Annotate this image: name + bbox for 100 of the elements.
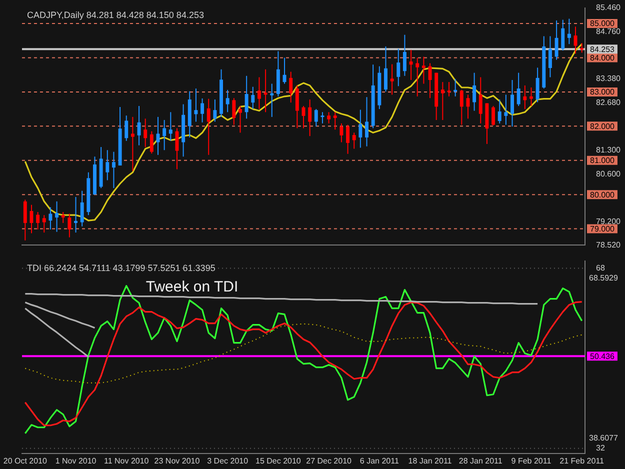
text: 68.5929: [589, 274, 618, 283]
candlestick: [460, 89, 464, 126]
candlestick: [428, 62, 432, 99]
candlestick: [358, 109, 362, 148]
annotation: Tweek on TDI: [146, 278, 238, 296]
ref-line-label: 84.000: [590, 53, 616, 62]
candlestick: [74, 196, 78, 234]
x-tick-label: 28 Jan 2011: [458, 456, 503, 466]
y-tick-label: 68: [596, 264, 606, 273]
candlestick: [352, 132, 356, 150]
x-tick-label: 15 Dec 2010: [256, 456, 302, 466]
x-tick-label: 6 Jan 2011: [360, 456, 400, 466]
candlestick: [580, 42, 584, 54]
candlestick: [567, 18, 571, 45]
candlestick: [80, 190, 84, 227]
candlestick: [492, 105, 496, 126]
candlestick: [257, 76, 261, 110]
line-series: [24, 323, 582, 384]
x-tick-label: 27 Dec 2010: [306, 456, 352, 466]
candlestick: [409, 49, 413, 80]
x-tick-label: 1 Nov 2010: [55, 456, 97, 466]
y-tick-label: 79.200: [596, 217, 622, 226]
candlestick: [422, 56, 426, 84]
candlestick: [523, 84, 527, 110]
ref-line-label: 83.000: [590, 88, 616, 97]
y-tick-label: 80.600: [596, 169, 622, 178]
candlestick: [333, 112, 337, 130]
candlestick: [150, 130, 154, 154]
candlestick: [384, 46, 388, 92]
candlestick: [498, 98, 502, 124]
candlestick: [561, 19, 565, 52]
candlestick: [529, 87, 533, 106]
candlestick: [314, 108, 318, 127]
candlestick: [264, 68, 268, 113]
candlestick: [130, 116, 134, 172]
candlestick: [327, 112, 331, 124]
candlestick: [112, 151, 116, 189]
ref-line-label: 84.253: [590, 44, 616, 54]
x-tick-label: 9 Feb 2011: [511, 456, 552, 466]
ref-line-label: 81.000: [590, 156, 616, 166]
candlestick: [23, 199, 27, 241]
candlestick: [574, 26, 578, 54]
candlestick: [472, 72, 476, 112]
candlestick: [200, 98, 204, 123]
candlestick: [478, 76, 482, 124]
candlestick: [206, 98, 210, 156]
ref-line-label: 82.000: [590, 122, 616, 131]
candlestick: [175, 128, 179, 170]
candlestick: [68, 213, 72, 238]
candlestick: [124, 115, 128, 142]
candlestick: [213, 98, 217, 122]
y-tick-label: 32: [596, 444, 606, 453]
x-tick-label: 11 Nov 2010: [104, 456, 150, 466]
candlestick: [396, 48, 400, 87]
candlestick: [61, 212, 65, 224]
candlestick: [295, 84, 299, 129]
candlestick: [340, 122, 344, 143]
ref-line-label: 80.000: [590, 190, 616, 200]
candlestick: [36, 212, 40, 230]
candlestick: [238, 105, 242, 134]
candlestick: [226, 89, 230, 113]
candlestick: [346, 124, 350, 154]
candlestick: [554, 20, 558, 60]
candlestick: [308, 98, 312, 137]
candlestick: [232, 98, 236, 126]
candlestick: [270, 83, 274, 118]
candlestick: [106, 150, 110, 181]
y-tick-label: 85.460: [596, 3, 622, 12]
candlestick: [162, 120, 166, 151]
x-tick-label: 18 Jan 2011: [408, 456, 452, 466]
candlestick: [194, 88, 198, 122]
candlestick: [510, 79, 514, 127]
x-tick-label: 3 Dec 2010: [207, 456, 249, 466]
y-tick-label: 83.380: [596, 74, 622, 84]
chart-title: TDI 66.2424 54.7111 43.1799 57.5251 61.3395: [27, 262, 216, 273]
ref-line-label: 50.436: [590, 352, 616, 361]
candlestick: [251, 86, 255, 110]
y-tick-label: 82.680: [596, 98, 622, 108]
candlestick: [390, 64, 394, 96]
chart-title: CADJPY,Daily 84.281 84.428 84.150 84.253: [27, 10, 204, 20]
candlestick: [536, 67, 540, 103]
y-tick-label: 81.300: [596, 145, 622, 154]
candlestick: [48, 206, 52, 230]
candlestick: [42, 214, 46, 234]
y-tick-label: 78.520: [596, 240, 622, 250]
candlestick: [320, 112, 324, 124]
x-tick-label: 23 Nov 2010: [154, 456, 200, 466]
candlestick: [144, 118, 148, 148]
x-tick-label: 21 Feb 2011: [560, 456, 605, 466]
candlestick: [289, 71, 293, 104]
ref-line-label: 85.000: [590, 19, 616, 28]
candlestick: [244, 75, 248, 120]
candlestick: [282, 57, 286, 84]
candlestick: [30, 204, 34, 234]
candlestick: [466, 94, 470, 120]
candlestick: [55, 200, 59, 232]
candlestick: [402, 34, 406, 76]
candlestick: [365, 96, 368, 147]
candlestick: [504, 94, 508, 126]
candlestick: [416, 57, 420, 97]
